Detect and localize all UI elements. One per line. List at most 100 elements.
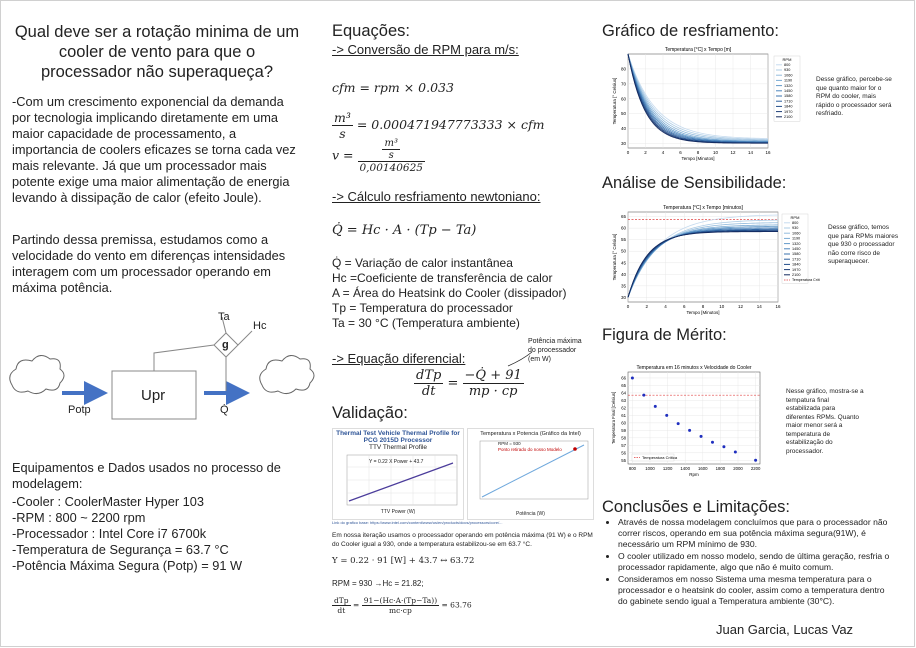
y-tick-label: 66 (621, 375, 626, 380)
legend-entry: 1710 (784, 99, 792, 103)
x-tick-label: 10 (719, 304, 725, 309)
series-line-930 (627, 53, 769, 140)
premise-paragraph: Partindo dessa premissa, estudamos como … (12, 232, 286, 295)
conclusion-item: Consideramos em nosso Sistema uma mesma … (618, 574, 896, 607)
heat-out-cloud (259, 355, 315, 395)
x-tick-label: 2 (645, 304, 648, 309)
x-tick-label: 12 (730, 150, 736, 155)
validation-eq2: RPM = 930 →Hc = 21.82; (332, 579, 424, 588)
x-tick-label: 4 (664, 304, 667, 309)
x-tick-label: 12 (738, 304, 744, 309)
max-power-note: Potência máxima do processador (em W) (528, 338, 582, 363)
x-tick-label: 2200 (751, 466, 761, 471)
merit-heading: Figura de Mérito: (602, 326, 727, 344)
cooling-chart-description: Desse gráfico, percebe-se que quanto mai… (816, 76, 892, 117)
data-point (699, 434, 703, 438)
cooling-chart: Temperatura [°C] x Tempo [m] 0 2 4 6 8 10 12 14 1… (612, 47, 801, 161)
y-tick-label: 65 (621, 383, 626, 388)
eq-differential: dTp dt = −Q̇ + 91 mp · cp (414, 368, 524, 399)
x-tick-label: 10 (713, 150, 719, 155)
data-point (665, 413, 669, 417)
x-tick-label: 1800 (716, 466, 726, 471)
legend-title: RPM (783, 57, 792, 62)
system-diagram (9, 316, 315, 420)
chart-title: Temperatura [°C] x Tempo [minutos] (663, 205, 743, 211)
legend-entry: 1580 (792, 252, 800, 256)
eq-flow: m³ s = 0.000471947773333 × cfm (332, 110, 544, 141)
x-tick-label: 1400 (680, 466, 690, 471)
equipment-item: -Potência Máxima Segura (Potp) = 91 W (12, 558, 243, 573)
merit-chart: Temperatura em 16 minutos x Velocidade d… (611, 365, 761, 477)
y-tick-label: 60 (621, 226, 627, 231)
legend-entry: 1190 (784, 79, 792, 83)
legend-entry: 1320 (784, 84, 792, 88)
x-tick-label: 2 (644, 150, 647, 155)
legend-entry: 1840 (792, 263, 800, 267)
source-link[interactable]: Link do grafico base: https://www.intel.… (332, 520, 503, 525)
y-tick-label: 50 (621, 249, 627, 254)
y-tick-label: 30 (621, 141, 627, 146)
merit-chart-description: Nesse gráfico, mostra-se a tempatura fin… (786, 388, 864, 455)
legend-entry: 930 (792, 226, 798, 230)
x-tick-label: 0 (627, 150, 630, 155)
legend-entry: 2100 (784, 115, 792, 119)
legend-box (631, 453, 675, 462)
legend-entry: Temperatura Crítica (792, 278, 820, 282)
x-tick-label: 14 (757, 304, 763, 309)
x-tick-label: 1000 (645, 466, 655, 471)
left-column: Qual deve ser a rotação minima de um coo… (0, 0, 320, 648)
eq-newton: Q̇ = Hc · A · (Tp − Ta) (332, 223, 477, 238)
y-tick-label: 35 (621, 283, 627, 288)
intel-thermal-chart: Thermal Test Vehicle Thermal Profile for… (332, 428, 464, 520)
qdot-label: Q̇ (220, 404, 229, 416)
y-tick-label: 61 (621, 413, 626, 418)
y-tick-label: 59 (621, 428, 626, 433)
chart-title: Temperatura em 16 minutos x Velocidade d… (636, 365, 751, 371)
series-line-2100 (627, 231, 778, 298)
g-connector (153, 344, 215, 371)
y-tick-label: 57 (621, 443, 626, 448)
y-tick-label: 40 (621, 272, 627, 277)
series-line-800 (627, 53, 769, 139)
legend-entry: 1060 (784, 73, 792, 77)
model-line (481, 444, 585, 498)
conversion-heading: -> Conversão de RPM para m/s: (332, 42, 519, 57)
model-chart-xlabel: Potência (W) (516, 511, 545, 517)
eq-flow-lhs: m³ s (332, 110, 353, 141)
y-tick-label: 55 (621, 237, 627, 242)
y-tick-label: 60 (621, 420, 626, 425)
conclusion-item: O cooler utilizado em nosso modelo, send… (618, 551, 896, 573)
middle-column: Equações: -> Conversão de RPM para m/s: … (322, 0, 594, 648)
data-point (630, 376, 634, 380)
potp-label: Potp (68, 404, 91, 416)
y-tick-label: 65 (621, 214, 627, 219)
definition-item: Q̇ = Variação de calor instantânea (332, 256, 513, 270)
data-point (653, 404, 657, 408)
equipment-item: -Processador : Intel Core i7 6700k (12, 526, 207, 541)
y-axis-label: Temperatura Final [Celsius] (611, 392, 616, 444)
intel-chart-subtitle: TTV Thermal Profile (368, 444, 428, 451)
equipment-item: -RPM : 800 ~ 2200 rpm (12, 510, 146, 525)
data-point (710, 440, 714, 444)
x-tick-label: 0 (627, 304, 630, 309)
eq-velocity-fraction: m³ s 0,00140625 (357, 138, 425, 174)
ta-label: Ta (218, 311, 230, 323)
differential-heading: -> Equação diferencial: (332, 351, 465, 366)
x-axis-label: Rpm (689, 472, 699, 477)
intel-chart-plot (346, 454, 458, 506)
legend-entry: 2100 (792, 273, 800, 277)
heat-in-cloud (9, 355, 65, 395)
data-point (642, 393, 646, 397)
newton-heading: -> Cálculo resfriamento newtoniano: (332, 189, 540, 204)
x-tick-label: 2000 (733, 466, 743, 471)
sensitivity-chart: Temperatura [°C] x Tempo [minutos] 0 2 4 6 8 1… (612, 205, 820, 315)
y-axis-label: Temperatura [° Celsius] (612, 78, 617, 125)
legend-title: RPM (791, 215, 800, 220)
x-tick-label: 14 (748, 150, 754, 155)
legend-entry: 1840 (784, 105, 792, 109)
x-tick-label: 16 (775, 304, 781, 309)
equations-heading: Equações: (332, 22, 410, 40)
legend-entry: 1580 (784, 94, 792, 98)
legend-entry: 1710 (792, 257, 800, 261)
x-tick-label: 6 (683, 304, 686, 309)
